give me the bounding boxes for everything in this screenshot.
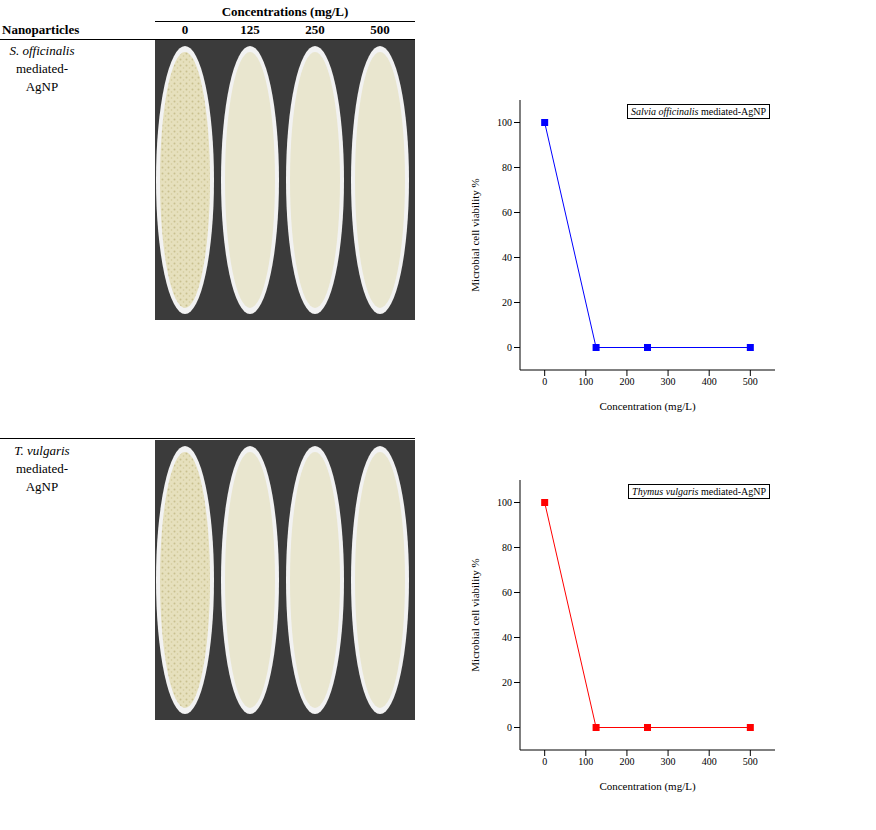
svg-text:200: 200: [619, 756, 634, 767]
svg-text:0: 0: [542, 756, 547, 767]
svg-text:60: 60: [502, 207, 512, 218]
svg-text:300: 300: [661, 376, 676, 387]
svg-text:Concentration (mg/L): Concentration (mg/L): [599, 400, 696, 413]
svg-text:400: 400: [702, 376, 717, 387]
svg-text:0: 0: [542, 376, 547, 387]
svg-text:300: 300: [661, 756, 676, 767]
html-text:S. officinalis: S. officinalis: [9, 43, 75, 58]
svg-text:0: 0: [507, 722, 512, 733]
svg-text:40: 40: [502, 252, 512, 263]
svg-text:100: 100: [578, 376, 593, 387]
svg-text:Microbial cell viability %: Microbial cell viability %: [469, 558, 481, 671]
svg-text:20: 20: [502, 297, 512, 308]
svg-text:Microbial cell viability %: Microbial cell viability %: [469, 178, 481, 291]
html-text:T. vulgaris: T. vulgaris: [14, 443, 70, 458]
html-text:0: 0: [181, 22, 189, 37]
svg-text:Concentration (mg/L): Concentration (mg/L): [599, 780, 696, 793]
svg-text:500: 500: [743, 376, 758, 387]
svg-text:80: 80: [502, 542, 512, 553]
html-text:500: 500: [370, 22, 390, 37]
svg-text:80: 80: [502, 162, 512, 173]
html-text:mediated-AgNP: mediated-AgNP: [16, 461, 68, 494]
svg-text:400: 400: [702, 756, 717, 767]
html-text:125: 125: [240, 22, 260, 37]
svg-text:0: 0: [507, 342, 512, 353]
svg-text:100: 100: [497, 497, 512, 508]
svg-text:60: 60: [502, 587, 512, 598]
html-text:Concentrations (mg/L): Concentrations (mg/L): [221, 4, 349, 19]
html-text:mediated-AgNP: mediated-AgNP: [16, 61, 68, 94]
svg-text:40: 40: [502, 632, 512, 643]
html-text:250: 250: [305, 22, 325, 37]
svg-text:100: 100: [578, 756, 593, 767]
html-text:Nanoparticles: Nanoparticles: [2, 22, 80, 37]
svg-text:100: 100: [497, 117, 512, 128]
html-text:Salvia officinalis mediated-Ag: Salvia officinalis mediated-AgNP: [631, 106, 766, 117]
svg-text:200: 200: [619, 376, 634, 387]
html-text:Thymus vulgaris mediated-AgNP: Thymus vulgaris mediated-AgNP: [632, 486, 766, 497]
svg-text:20: 20: [502, 677, 512, 688]
svg-text:500: 500: [743, 756, 758, 767]
